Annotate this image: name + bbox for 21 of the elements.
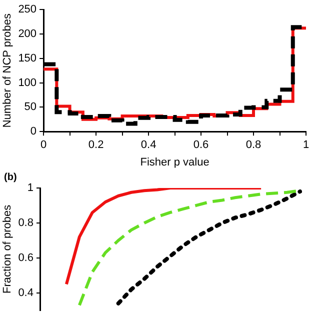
y-tick-label: 0.4: [18, 286, 34, 299]
x-tick-label: 0.4: [140, 139, 156, 152]
x-tick-label: 1: [302, 139, 310, 152]
y-tick-label: 0.8: [18, 217, 34, 230]
y-tick-label: 100: [18, 76, 37, 89]
y-tick-label: 0.6: [18, 252, 34, 264]
y-axis-title: Number of NCP probes: [2, 13, 14, 128]
y-tick-label: 200: [18, 28, 37, 40]
y-tick-label: 1: [27, 182, 34, 194]
y-axis-title: Fraction of probes: [2, 204, 14, 294]
x-tick-label: 0.2: [88, 139, 104, 152]
line-series: [116, 189, 302, 306]
x-tick-label: 0.6: [193, 139, 209, 152]
y-tick-label: 50: [24, 101, 37, 114]
text: (b): [4, 172, 17, 183]
x-tick-label: 0: [40, 139, 47, 152]
y-tick-label: 150: [18, 52, 37, 64]
y-tick-label: 0: [30, 126, 37, 138]
x-tick-label: 0.8: [246, 139, 262, 152]
x-axis-title: Fisher p value: [140, 156, 210, 168]
y-tick-label: 250: [18, 4, 37, 16]
